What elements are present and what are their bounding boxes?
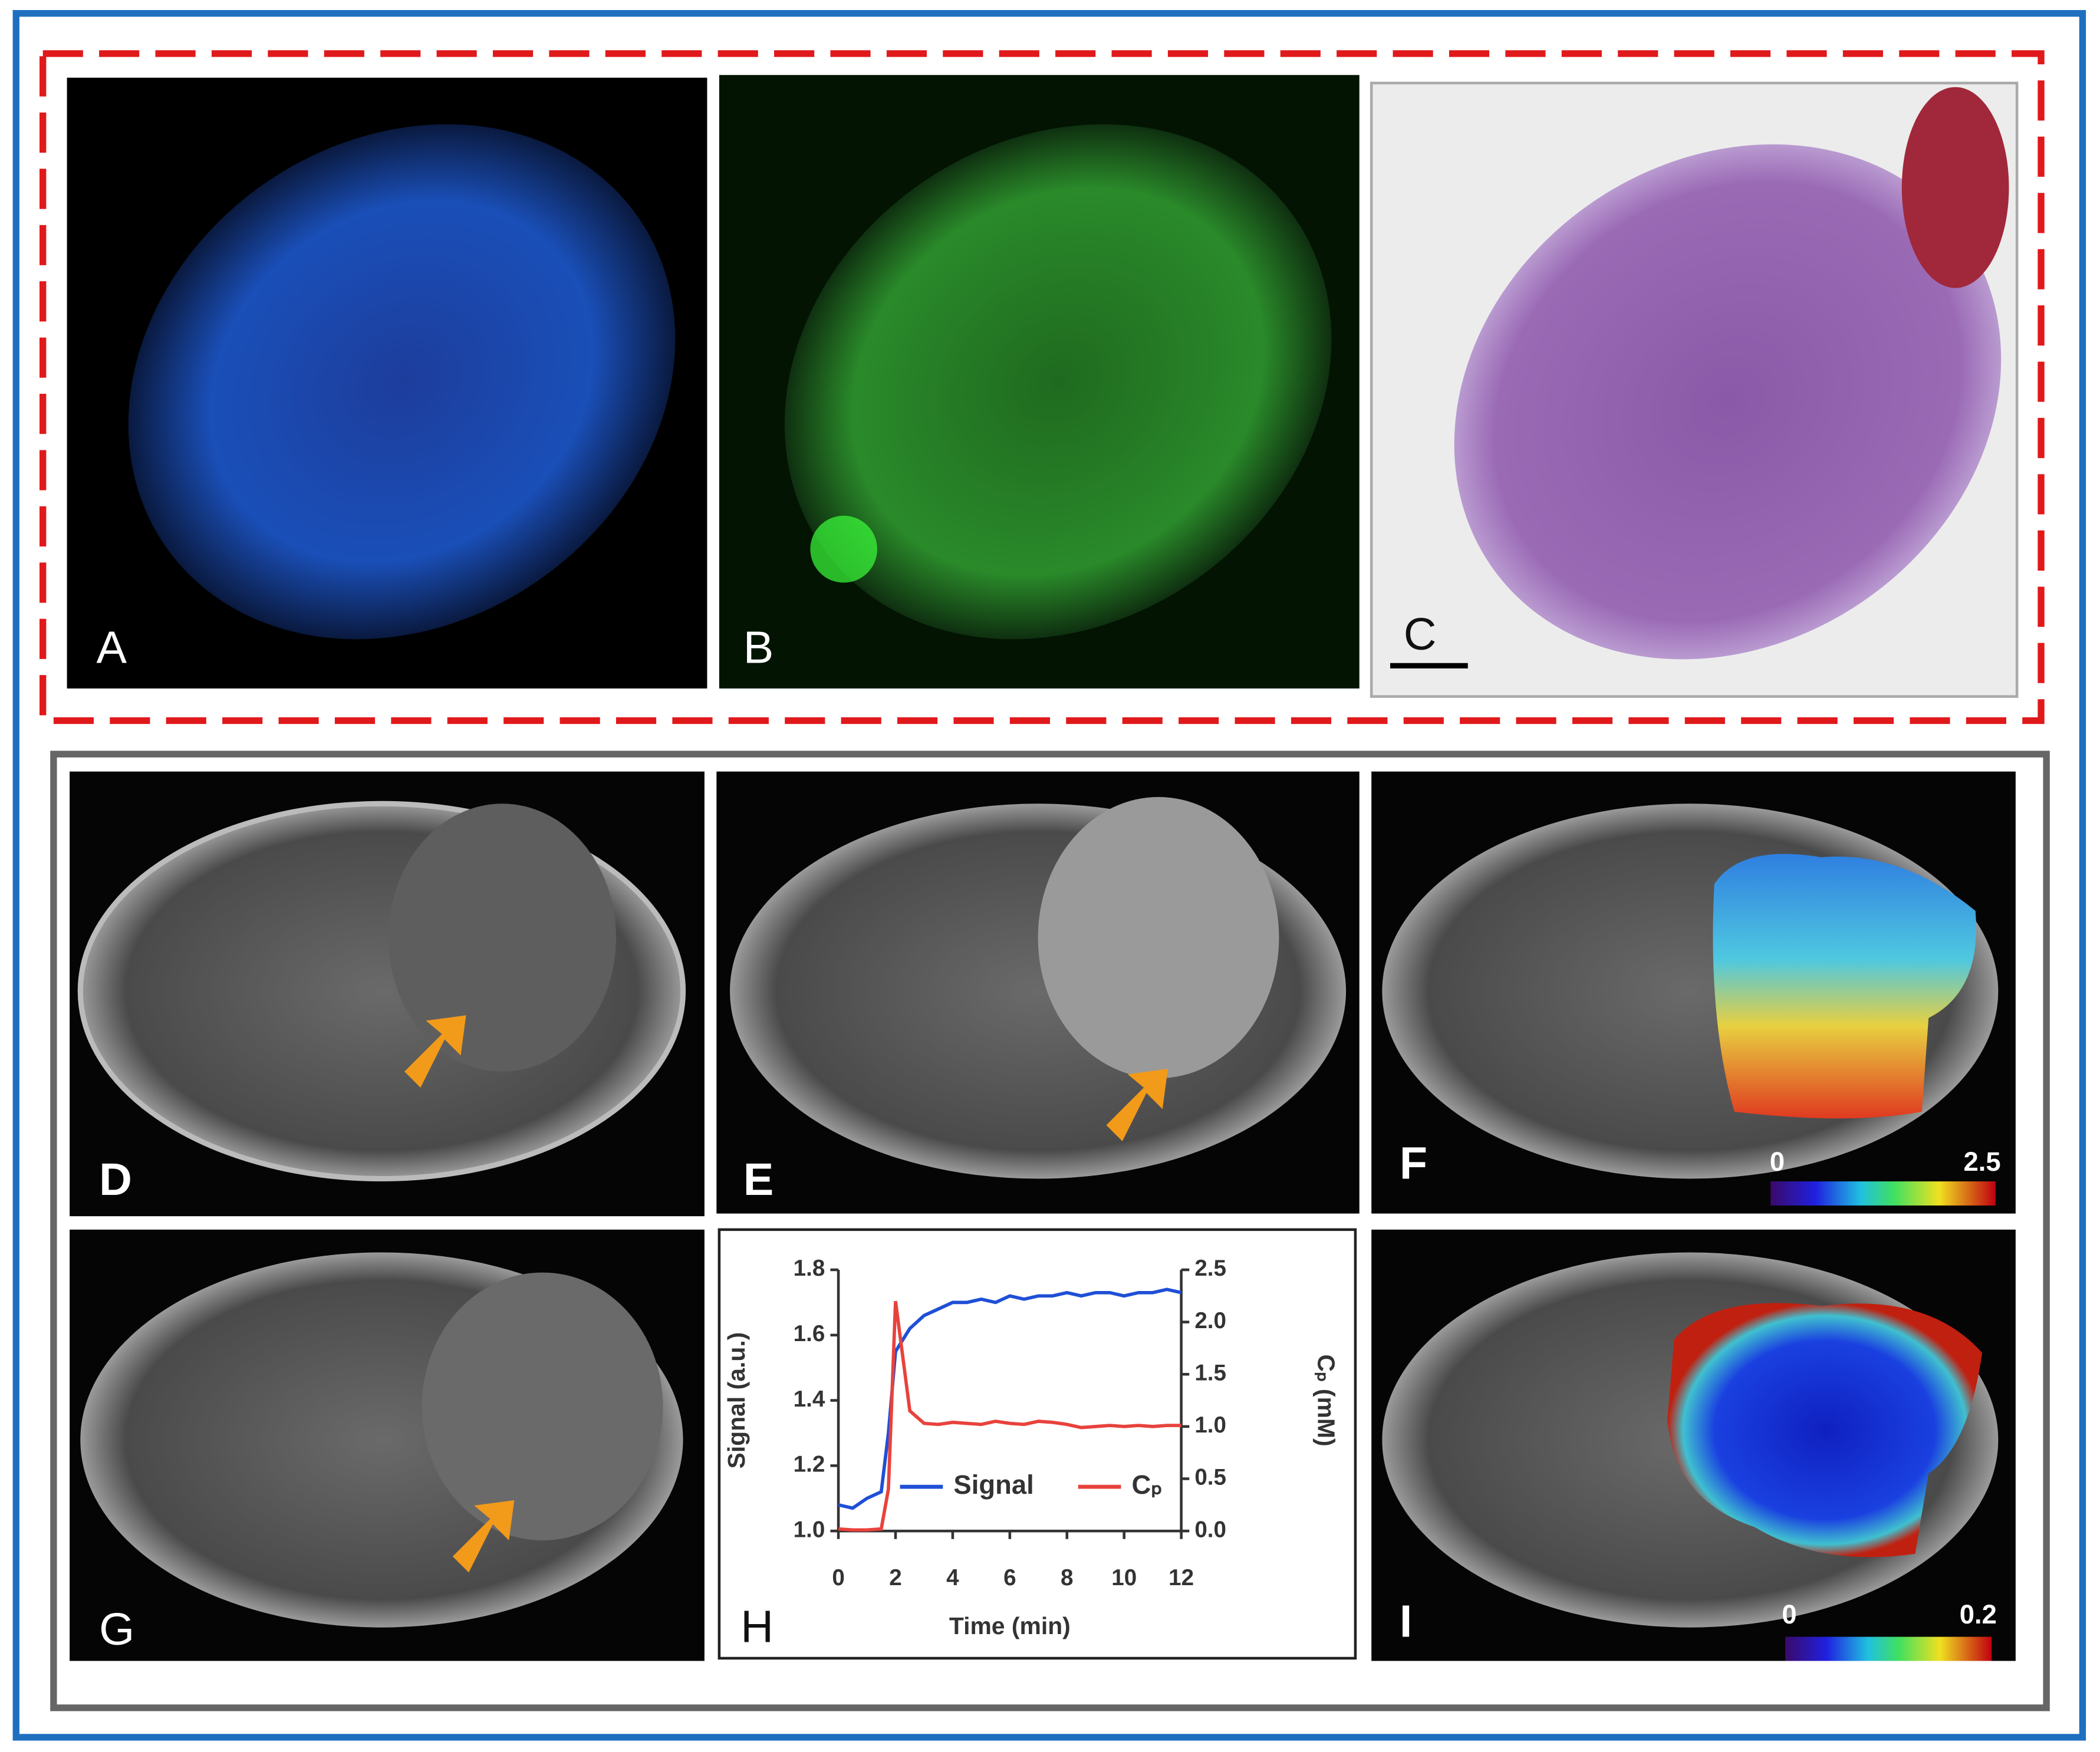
x-tick-label: 2: [889, 1565, 901, 1590]
panel-label: E: [743, 1154, 774, 1205]
panel-label: A: [97, 623, 127, 673]
mri-frame: [50, 750, 2050, 1711]
colorbar-max: 0.2: [1960, 1599, 1997, 1629]
arrow: [404, 1015, 466, 1088]
y-tick-label: 1.0: [794, 1517, 825, 1542]
x-tick-label: 8: [1061, 1565, 1073, 1590]
arrow: [452, 1500, 515, 1573]
colorbar-min: 0: [1782, 1599, 1796, 1629]
y-tick-label: 1.2: [794, 1452, 825, 1477]
parameter-map: [1667, 1303, 1983, 1557]
panel-label: C: [1404, 609, 1437, 660]
legend-label: Signal: [953, 1470, 1033, 1500]
legend-label: Cₚ: [1132, 1470, 1163, 1500]
tumor: [388, 803, 616, 1072]
x-tick-label: 4: [946, 1565, 959, 1590]
hotspot: [810, 515, 877, 583]
panel-label: H: [740, 1602, 773, 1652]
panel-label: I: [1400, 1596, 1412, 1647]
tissue: [1901, 87, 2009, 288]
y2-axis-label: Cₚ (mM): [1312, 1355, 1339, 1447]
x-tick-label: 0: [832, 1565, 844, 1590]
outer-frame: [12, 10, 2086, 1741]
panel-label: B: [743, 623, 774, 673]
panel-label: G: [99, 1604, 134, 1655]
histology-frame: [40, 50, 2045, 724]
colorbar-min: 0: [1770, 1147, 1785, 1177]
chart: 0 2 4 6 8 10 12 1.0 1.2 1.4 1.6 1.8 0.0 0.5 1.0 1.5 2.0 2…: [723, 1256, 1339, 1639]
y2-tick-label: 0.0: [1194, 1517, 1226, 1542]
colorbar: [1770, 1181, 1996, 1206]
colorbar: [1785, 1636, 1992, 1661]
parameter-map: [1713, 854, 1976, 1119]
x-axis-label: Time (min): [949, 1612, 1071, 1639]
y-tick-label: 1.4: [794, 1387, 825, 1412]
series-line: [838, 1300, 1181, 1532]
x-tick-label: 6: [1003, 1565, 1016, 1590]
panel-label: F: [1400, 1138, 1427, 1189]
tissue: [784, 124, 1332, 640]
x-tick-label: 12: [1169, 1565, 1194, 1590]
tumor: [1038, 796, 1279, 1079]
tumor: [422, 1272, 663, 1540]
panel-label: D: [99, 1154, 132, 1205]
y-tick-label: 1.6: [794, 1321, 825, 1346]
colorbar-max: 2.5: [1964, 1147, 2001, 1177]
tissue: [1454, 144, 2002, 660]
tissue: [128, 124, 676, 640]
arrow: [1106, 1069, 1168, 1141]
y2-tick-label: 2.0: [1194, 1308, 1226, 1333]
chart-panel: [717, 1228, 1357, 1660]
y2-tick-label: 1.5: [1194, 1360, 1226, 1385]
y-axis-label: Signal (a.u.): [723, 1332, 750, 1469]
y2-tick-label: 2.5: [1194, 1256, 1226, 1281]
y2-tick-label: 0.5: [1194, 1465, 1226, 1490]
y2-tick-label: 1.0: [1194, 1412, 1226, 1438]
x-tick-label: 10: [1111, 1565, 1137, 1590]
y-tick-label: 1.8: [794, 1256, 825, 1281]
